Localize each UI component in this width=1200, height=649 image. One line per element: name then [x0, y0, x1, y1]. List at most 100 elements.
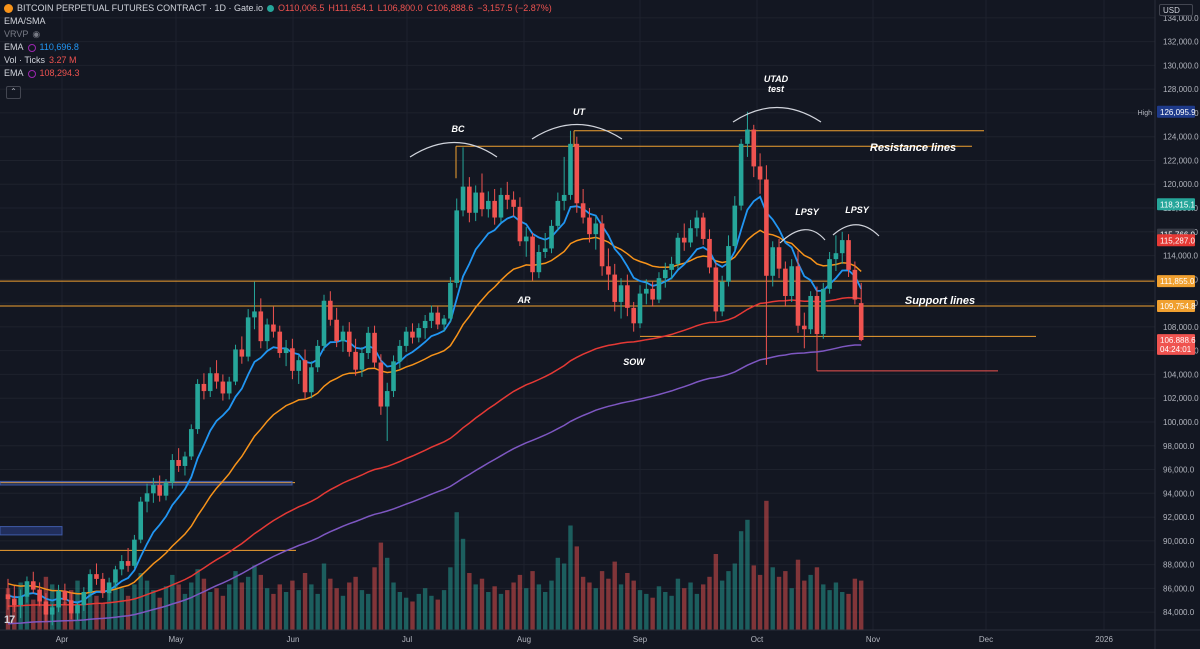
price-tag-value: 04:24:01 [1160, 345, 1192, 354]
volume-bar [821, 584, 826, 630]
indicator-vrvp[interactable]: VRVP ◉ [4, 28, 552, 41]
time-axis[interactable]: Apr May Jun Jul Aug Sep Oct Nov Dec 2026 [0, 629, 1200, 644]
candle-body [479, 192, 485, 210]
candle-body [195, 383, 200, 430]
price-tag-value: 109,754.8 [1160, 302, 1196, 311]
volume-bar [239, 582, 245, 630]
price-tag-box [1157, 342, 1195, 355]
volume-bar [416, 593, 421, 630]
candle-body [808, 295, 813, 330]
price-tag-box [1157, 234, 1195, 247]
volume-bar [113, 578, 118, 630]
candle-body [858, 303, 864, 340]
candle-body [789, 266, 794, 296]
volume-bar [81, 593, 87, 630]
candle-body [113, 569, 118, 583]
y-tick-label: 84,000.0 [1163, 608, 1195, 617]
ut-arc [531, 124, 623, 140]
utad-label: UTAD [764, 74, 789, 84]
candle-body [315, 345, 320, 368]
candle-body [770, 247, 776, 276]
chart-grid [0, 0, 1155, 630]
symbol-row[interactable]: BITCOIN PERPETUAL FUTURES CONTRACT · 1D … [4, 2, 552, 15]
lpsy-arc-1 [779, 229, 826, 244]
volume-bar [473, 584, 478, 630]
candle-body [764, 179, 769, 276]
volume-bar [738, 531, 744, 630]
candle-body [233, 349, 238, 382]
eye-icon[interactable]: ◉ [32, 29, 41, 39]
ohlc-close: C106,888.6 [426, 3, 474, 13]
volume-bar [106, 592, 112, 630]
candle-body [37, 589, 42, 602]
candle-body [795, 266, 801, 326]
volume-bar [675, 578, 681, 630]
candle-body [18, 596, 23, 606]
volume-bar [555, 557, 561, 630]
candle-body [441, 318, 447, 325]
volume-bar [163, 586, 169, 630]
volume-bar [208, 592, 213, 630]
resistance-label: Resistance lines [870, 142, 956, 154]
volume-bar [441, 590, 447, 630]
candle-body [467, 186, 472, 213]
candle-body [5, 594, 11, 600]
ar-label: AR [517, 295, 531, 305]
candle-body [410, 331, 415, 338]
indicator-settings-icon[interactable] [27, 69, 36, 78]
currency-selector[interactable]: USD [1159, 4, 1193, 16]
candle-body [68, 600, 74, 614]
candle-body [188, 429, 194, 457]
candle-body [675, 237, 681, 264]
candle-body [504, 194, 510, 200]
volume-bar [505, 590, 510, 630]
indicator-ema-sma[interactable]: EMA/SMA [4, 15, 552, 28]
volume-bar [182, 593, 188, 630]
candle-body [700, 217, 706, 239]
volume-bar [385, 557, 390, 630]
volume-bar [840, 592, 845, 630]
collapse-legend-button[interactable]: ⌃ [6, 86, 21, 99]
volume-bar [846, 593, 851, 630]
price-tag-box [1157, 105, 1195, 118]
indicator-settings-icon[interactable] [27, 43, 36, 52]
volume-bar [397, 592, 403, 630]
candle-body [574, 143, 580, 204]
volume-bar [593, 588, 598, 630]
indicator-label: VRVP [4, 29, 29, 39]
candle-body [151, 484, 156, 494]
support-label: Support lines [905, 295, 975, 307]
candle-body [125, 561, 131, 566]
indicator-volume[interactable]: Vol · Ticks 3.27 M [4, 54, 552, 67]
candle-body [182, 456, 188, 466]
volume-bar [429, 595, 434, 630]
y-tick-label: 102,000.0 [1163, 394, 1199, 403]
indicator-ema-1[interactable]: EMA 110,696.8 [4, 41, 552, 54]
bitcoin-icon [4, 4, 13, 13]
volume-bar [422, 588, 428, 630]
price-axis[interactable]: 84,000.0 86,000.0 88,000.0 90,000.0 92,000.0… [1138, 0, 1200, 649]
tradingview-logo-icon[interactable]: 17 [4, 614, 15, 626]
volume-bar [252, 565, 257, 630]
volume-bar [214, 588, 219, 630]
ut-label: UT [573, 107, 586, 117]
volume-bar [31, 599, 36, 630]
volume-bar [568, 525, 573, 630]
candle-body [644, 288, 649, 294]
indicator-ema-2[interactable]: EMA 108,294.3 [4, 67, 552, 80]
volume-bar [486, 592, 491, 630]
ema-fast-line [7, 195, 863, 604]
y-tick-label: 124,000.0 [1163, 133, 1199, 142]
candle-body [144, 493, 150, 502]
candle-body [802, 325, 807, 330]
candle-body [542, 248, 548, 252]
price-change: −3,157.5 (−2.87%) [477, 3, 552, 13]
volume-bar [62, 601, 68, 630]
candle-body [226, 381, 232, 394]
candle-body [365, 332, 371, 354]
candle-body [56, 590, 61, 608]
bc-arc [409, 141, 498, 158]
volume-bar [669, 595, 674, 630]
y-tick-label: 132,000.0 [1163, 38, 1199, 47]
